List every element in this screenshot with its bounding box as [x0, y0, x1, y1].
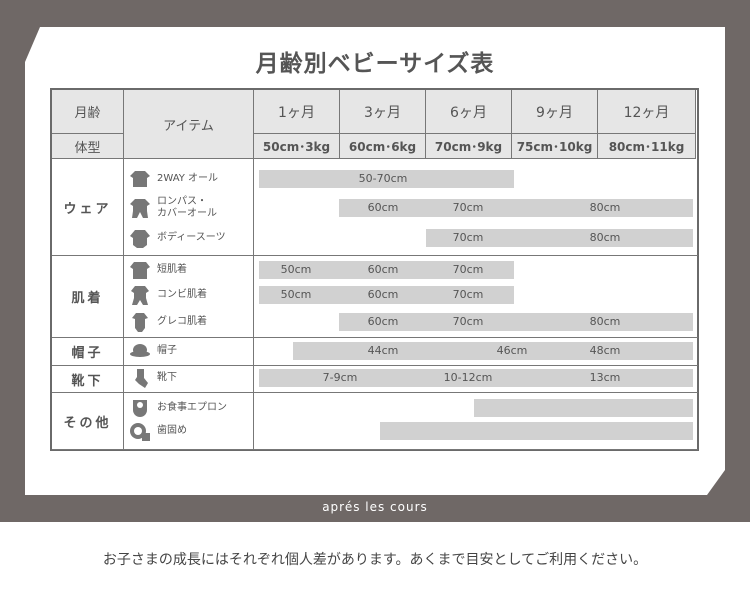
age-header: 月齢: [52, 90, 124, 134]
item-row: コンビ肌着: [129, 284, 207, 306]
size-label: 70cm: [452, 288, 484, 301]
item-row: 帽子: [129, 340, 177, 362]
size-range-bar: [259, 261, 514, 279]
socks-icon: [135, 369, 148, 388]
size-label: 80cm: [589, 201, 621, 214]
bodysuit-icon: [130, 230, 150, 248]
month-header: 12ヶ月: [598, 90, 696, 134]
greco-undershirt-icon: [132, 313, 148, 332]
item-name: コンビ肌着: [157, 289, 207, 300]
short-undershirt-icon: [130, 262, 150, 279]
size-label: 70cm: [452, 315, 484, 328]
size-header: 80cm･11kg: [598, 134, 696, 159]
item-name: 靴下: [157, 372, 177, 383]
item-name: お食事エプロン: [157, 402, 227, 413]
size-label: 60cm: [367, 201, 399, 214]
item-name: 帽子: [157, 345, 177, 356]
brand-name: aprés les cours: [322, 500, 428, 514]
size-label: 46cm: [496, 344, 528, 357]
size-label: 44cm: [367, 344, 399, 357]
item-column: [124, 393, 254, 450]
size-label: 10-12cm: [443, 371, 493, 384]
size-label: 70cm: [452, 231, 484, 244]
month-header: 9ヶ月: [512, 90, 598, 134]
item-name: グレコ肌着: [157, 316, 207, 327]
item-column: [124, 256, 254, 338]
hat-icon: [130, 344, 150, 357]
item-name: ロンパス・ カバーオール: [157, 196, 217, 219]
item-header: アイテム: [124, 90, 254, 159]
bib-icon: [133, 400, 147, 417]
size-range-bar: [293, 342, 693, 360]
size-label: 50cm: [280, 288, 312, 301]
size-range-bar: [426, 229, 693, 247]
teether-icon: [130, 423, 150, 441]
item-name: 歯固め: [157, 425, 187, 436]
combi-undershirt-icon: [131, 286, 149, 305]
item-row: 歯固め: [129, 420, 187, 442]
size-range-bar: [474, 399, 693, 417]
body-header: 体型: [52, 134, 124, 159]
timeline-column: [254, 366, 698, 393]
item-row: グレコ肌着: [129, 311, 207, 333]
category-label: 肌着: [52, 256, 124, 338]
size-label: 13cm: [589, 371, 621, 384]
size-range-bar: [259, 369, 693, 387]
size-label: 70cm: [452, 201, 484, 214]
month-header: 6ヶ月: [426, 90, 512, 134]
size-label: 70cm: [452, 263, 484, 276]
month-header: 1ヶ月: [254, 90, 340, 134]
item-column: [124, 159, 254, 256]
timeline-column: [254, 256, 698, 338]
item-row: お食事エプロン: [129, 397, 227, 419]
item-row: 靴下: [129, 367, 177, 389]
item-row: ボディースーツ: [129, 227, 226, 249]
size-label: 80cm: [589, 231, 621, 244]
timeline-column: [254, 393, 698, 450]
size-label: 50-70cm: [358, 172, 408, 185]
size-range-bar: [259, 286, 514, 304]
size-label: 48cm: [589, 344, 621, 357]
size-label: 60cm: [367, 315, 399, 328]
category-label: 帽子: [52, 338, 124, 366]
timeline-column: [254, 159, 698, 256]
size-range-bar: [339, 313, 693, 331]
romper-icon: [130, 199, 150, 218]
item-name: 短肌着: [157, 264, 187, 275]
category-label: 靴下: [52, 366, 124, 393]
size-header: 50cm･3kg: [254, 134, 340, 159]
category-label: ウェア: [52, 159, 124, 256]
size-label: 50cm: [280, 263, 312, 276]
size-range-bar: [339, 199, 693, 217]
category-label: その他: [52, 393, 124, 450]
size-range-bar: [380, 422, 693, 440]
month-header: 3ヶ月: [340, 90, 426, 134]
size-header: 75cm･10kg: [512, 134, 598, 159]
size-header: 60cm･6kg: [340, 134, 426, 159]
item-name: 2WAY オール: [157, 173, 219, 184]
footnote: お子さまの成長にはそれぞれ個人差があります。あくまで目安としてご利用ください。: [102, 552, 648, 568]
size-range-bar: [259, 170, 514, 188]
item-row: 短肌着: [129, 259, 187, 281]
size-label: 7-9cm: [322, 371, 358, 384]
size-table: 月齢 体型 アイテム 1ヶ月 50cm･3kg 3ヶ月 60cm･6kg 6ヶ月 70cm･9k…: [50, 88, 699, 451]
item-column: [124, 366, 254, 393]
two-way-all-icon: [130, 171, 150, 187]
size-label: 80cm: [589, 315, 621, 328]
page-title: 月齢別ベビーサイズ表: [255, 51, 495, 77]
item-column: [124, 338, 254, 366]
item-row: ロンパス・ カバーオール: [129, 196, 217, 219]
size-label: 60cm: [367, 263, 399, 276]
item-name: ボディースーツ: [157, 232, 226, 243]
timeline-column: [254, 338, 698, 366]
size-header: 70cm･9kg: [426, 134, 512, 159]
size-label: 60cm: [367, 288, 399, 301]
item-row: 2WAY オール: [129, 168, 218, 190]
